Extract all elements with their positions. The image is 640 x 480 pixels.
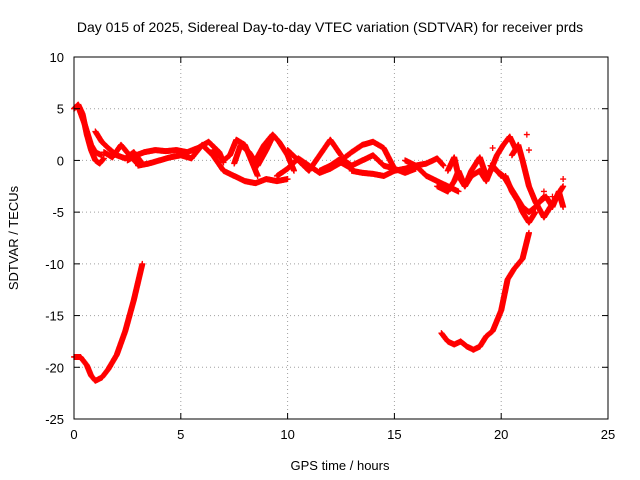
data-point xyxy=(560,203,567,210)
data-point xyxy=(100,155,107,162)
y-axis-label: SDTVAR / TECUs xyxy=(6,185,21,290)
x-axis-label: GPS time / hours xyxy=(291,458,390,473)
y-tick-label: 5 xyxy=(57,102,64,117)
y-tick-label: -15 xyxy=(45,309,64,324)
y-tick-label: -5 xyxy=(52,205,64,220)
data-point xyxy=(483,172,490,179)
x-tick-label: 20 xyxy=(494,427,508,442)
chart-title: Day 015 of 2025, Sidereal Day-to-day VTE… xyxy=(77,19,583,35)
y-tick-label: 10 xyxy=(50,50,64,65)
x-tick-label: 10 xyxy=(280,427,294,442)
data-point xyxy=(560,183,567,190)
data-point xyxy=(455,188,462,195)
axis-ticks: 0 5 10 15 20 25 -25 -20 -15 -10 -5 0 5 10 xyxy=(45,50,615,442)
data-point xyxy=(525,229,532,236)
data-point xyxy=(560,176,567,183)
data-points xyxy=(71,101,567,384)
data-point xyxy=(523,131,530,138)
data-point xyxy=(291,167,298,174)
data-point xyxy=(139,260,146,267)
x-tick-label: 5 xyxy=(177,427,184,442)
data-point xyxy=(98,152,105,159)
data-point xyxy=(284,176,291,183)
data-point xyxy=(440,162,447,169)
x-tick-label: 15 xyxy=(387,427,401,442)
data-point xyxy=(489,145,496,152)
data-point xyxy=(540,188,547,195)
data-point xyxy=(525,147,532,154)
x-tick-label: 25 xyxy=(601,427,615,442)
y-tick-label: -10 xyxy=(45,257,64,272)
x-tick-label: 0 xyxy=(70,427,77,442)
data-point xyxy=(549,193,556,200)
y-tick-label: -20 xyxy=(45,360,64,375)
y-tick-label: -25 xyxy=(45,412,64,427)
plot-frame xyxy=(73,56,609,420)
y-tick-label: 0 xyxy=(57,153,64,168)
data-point xyxy=(532,209,539,216)
data-point xyxy=(254,172,261,179)
